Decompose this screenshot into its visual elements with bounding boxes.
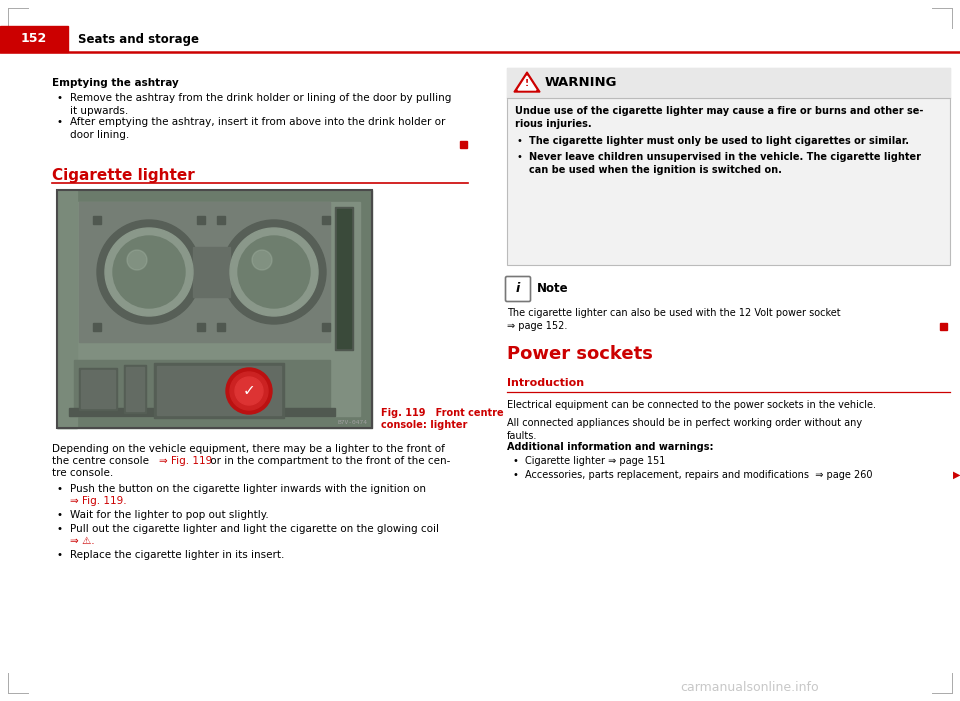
Text: •: • [57,550,63,560]
Text: The cigarette lighter must only be used to light cigarettes or similar.: The cigarette lighter must only be used … [529,136,909,146]
Bar [57,190,77,428]
Bar [79,202,330,342]
Text: ✓: ✓ [243,383,255,398]
Circle shape [230,372,268,410]
Text: !: ! [525,79,529,88]
Polygon shape [514,72,540,92]
Circle shape [127,250,147,270]
Text: 152: 152 [21,32,47,46]
Circle shape [238,236,310,308]
Bar [197,216,205,224]
Text: Emptying the ashtray: Emptying the ashtray [52,78,179,88]
Text: Replace the cigarette lighter in its insert.: Replace the cigarette lighter in its ins… [70,550,284,560]
Text: ⇒ Fig. 119.: ⇒ Fig. 119. [70,496,127,506]
Bar [193,247,230,297]
Circle shape [113,236,185,308]
Text: Fig. 119   Front centre
console: lighter: Fig. 119 Front centre console: lighter [381,408,504,430]
Bar [79,368,117,410]
Bar [507,68,950,98]
Text: the centre console: the centre console [52,456,153,466]
Text: Accessories, parts replacement, repairs and modifications  ⇒ page 260: Accessories, parts replacement, repairs … [525,470,873,480]
Bar [322,216,330,224]
Text: WARNING: WARNING [545,76,617,90]
Text: ⇒ Fig. 119: ⇒ Fig. 119 [159,456,212,466]
Text: Additional information and warnings:: Additional information and warnings: [507,442,713,452]
Text: Introduction: Introduction [507,378,584,388]
Bar [217,216,225,224]
Bar [0,26,68,52]
Bar [57,190,372,428]
Text: Electrical equipment can be connected to the power sockets in the vehicle.: Electrical equipment can be connected to… [507,400,876,410]
Bar [93,323,101,331]
Text: Seats and storage: Seats and storage [78,32,199,46]
FancyBboxPatch shape [506,276,531,301]
Text: Never leave children unsupervised in the vehicle. The cigarette lighter
can be u: Never leave children unsupervised in the… [529,152,921,175]
Text: carmanualsonline.info: carmanualsonline.info [681,681,819,694]
Bar [57,190,372,428]
Text: B7V-0474: B7V-0474 [338,420,368,425]
Text: •: • [57,524,63,534]
Bar [197,323,205,331]
Bar [157,366,281,415]
Bar [93,216,101,224]
Text: ⇒ page 152.: ⇒ page 152. [507,321,567,331]
Text: •: • [513,470,518,480]
Text: All connected appliances should be in perfect working order without any
faults.: All connected appliances should be in pe… [507,418,862,441]
Bar [335,207,353,350]
Text: •: • [57,484,63,494]
Text: Undue use of the cigarette lighter may cause a fire or burns and other se-
rious: Undue use of the cigarette lighter may c… [515,106,924,129]
Circle shape [235,377,263,405]
Text: Cigarette lighter ⇒ page 151: Cigarette lighter ⇒ page 151 [525,456,665,466]
Bar [322,323,330,331]
Circle shape [252,250,272,270]
Circle shape [230,228,318,316]
Bar [507,68,950,265]
Text: The cigarette lighter can also be used with the 12 Volt power socket: The cigarette lighter can also be used w… [507,308,841,318]
Text: •: • [57,510,63,520]
Text: ⇒ ⚠.: ⇒ ⚠. [70,536,95,546]
Bar [940,323,947,330]
Text: Note: Note [537,283,568,296]
Circle shape [97,220,201,324]
Text: •: • [57,117,63,127]
Text: Cigarette lighter: Cigarette lighter [52,168,195,183]
Bar [217,323,225,331]
Text: •: • [517,152,523,162]
Bar [126,367,144,411]
Text: •: • [57,93,63,103]
Circle shape [105,228,193,316]
Circle shape [222,220,326,324]
Text: i: i [516,283,520,296]
Text: •: • [513,456,518,466]
Text: After emptying the ashtray, insert it from above into the drink holder or
door l: After emptying the ashtray, insert it fr… [70,117,445,139]
Text: Wait for the lighter to pop out slightly.: Wait for the lighter to pop out slightly… [70,510,269,520]
Text: tre console.: tre console. [52,468,113,478]
Bar [81,370,115,408]
Text: Depending on the vehicle equipment, there may be a lighter to the front of: Depending on the vehicle equipment, ther… [52,444,444,454]
Text: or in the compartment to the front of the cen-: or in the compartment to the front of th… [207,456,450,466]
Text: Pull out the cigarette lighter and light the cigarette on the glowing coil: Pull out the cigarette lighter and light… [70,524,439,534]
Bar [337,209,351,348]
Bar [154,363,284,418]
Text: •: • [517,136,523,146]
Bar [460,141,467,148]
Text: Remove the ashtray from the drink holder or lining of the door by pulling
it upw: Remove the ashtray from the drink holder… [70,93,451,116]
Polygon shape [518,76,536,90]
Circle shape [226,368,272,414]
Text: Power sockets: Power sockets [507,345,653,363]
Bar [69,202,360,416]
Bar [74,360,330,411]
Bar [69,408,335,416]
Bar [124,365,146,413]
Text: ▶: ▶ [953,470,960,480]
Text: Push the button on the cigarette lighter inwards with the ignition on: Push the button on the cigarette lighter… [70,484,426,494]
